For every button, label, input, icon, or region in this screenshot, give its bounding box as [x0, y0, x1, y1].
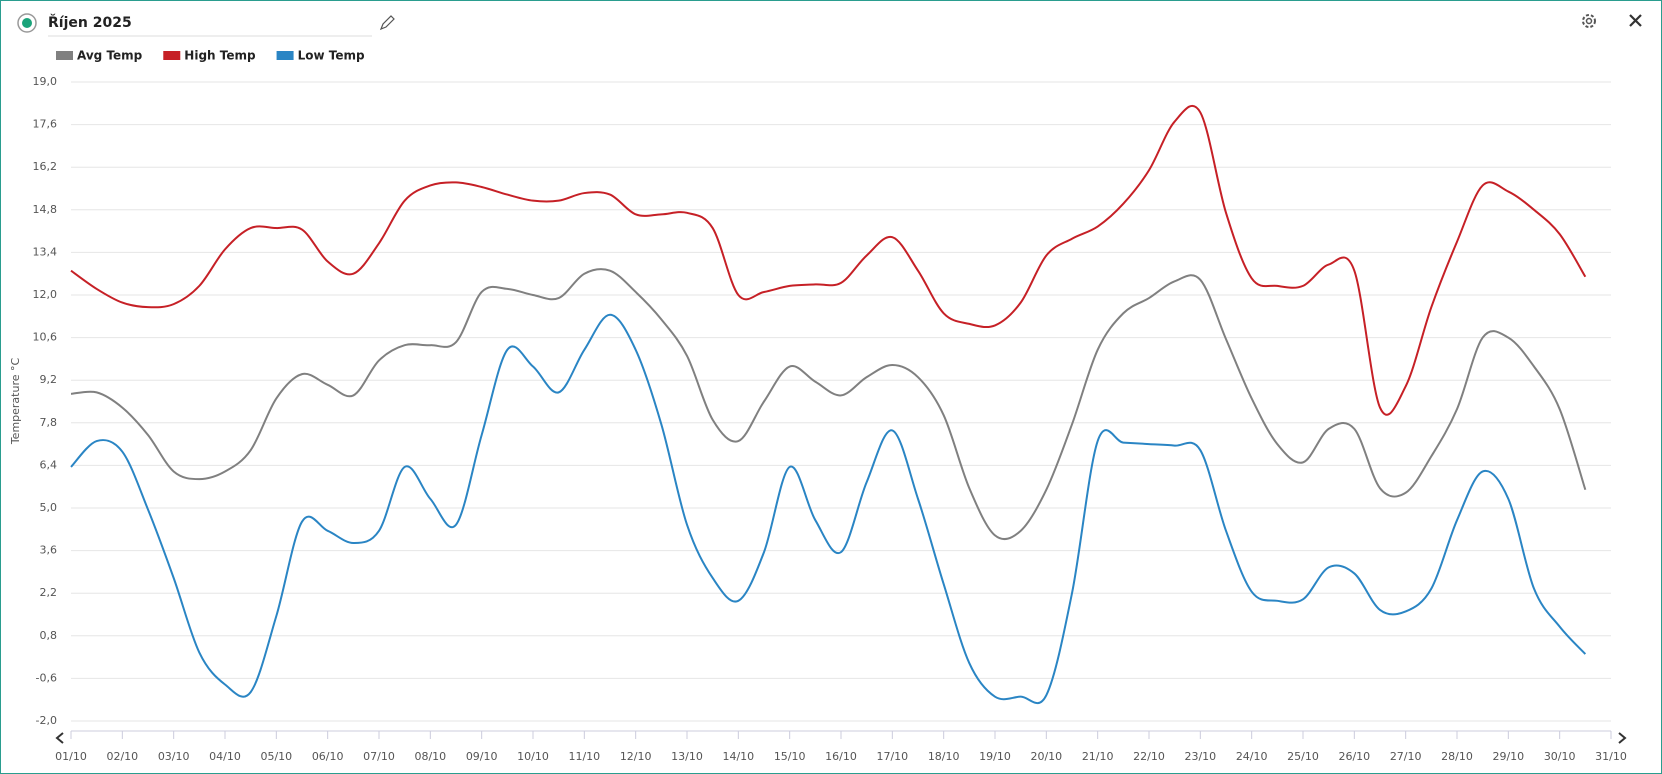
settings-icon[interactable]	[1582, 14, 1596, 28]
y-tick-label: 10,6	[33, 331, 58, 344]
y-tick-label: 6,4	[40, 458, 58, 471]
x-tick-label: 27/10	[1390, 750, 1422, 763]
x-tick-label: 05/10	[260, 750, 292, 763]
x-tick-label: 01/10	[55, 750, 87, 763]
x-tick-label: 09/10	[466, 750, 498, 763]
y-tick-label: 0,8	[40, 629, 58, 642]
series-line	[70, 268, 1587, 541]
x-tick-label: 19/10	[979, 750, 1011, 763]
y-tick-label: 19,0	[33, 75, 58, 88]
x-tick-label: 26/10	[1338, 750, 1370, 763]
legend-label: Low Temp	[298, 49, 365, 63]
x-tick-label: 12/10	[620, 750, 652, 763]
x-tick-label: 15/10	[774, 750, 806, 763]
chart-title: Říjen 2025	[48, 14, 132, 31]
y-tick-label: 9,2	[40, 373, 58, 386]
y-tick-label: -0,6	[36, 671, 57, 684]
y-tick-label: -2,0	[36, 714, 57, 727]
legend-swatch	[276, 51, 294, 60]
series-line	[70, 105, 1587, 416]
x-tick-label: 30/10	[1544, 750, 1576, 763]
y-axis-label: Temperature °C	[9, 358, 22, 446]
x-tick-label: 03/10	[158, 750, 190, 763]
x-tick-label: 17/10	[876, 750, 908, 763]
y-tick-label: 13,4	[33, 245, 58, 258]
y-tick-label: 17,6	[33, 118, 58, 131]
legend-swatch	[163, 51, 181, 60]
y-tick-label: 7,8	[40, 416, 58, 429]
x-tick-label: 29/10	[1492, 750, 1524, 763]
y-tick-label: 12,0	[33, 288, 58, 301]
x-tick-label: 11/10	[568, 750, 600, 763]
x-tick-label: 04/10	[209, 750, 241, 763]
x-tick-label: 24/10	[1236, 750, 1268, 763]
x-tick-label: 23/10	[1184, 750, 1216, 763]
y-tick-label: 14,8	[33, 203, 58, 216]
next-arrow[interactable]	[1618, 732, 1627, 744]
x-tick-label: 10/10	[517, 750, 549, 763]
x-tick-label: 07/10	[363, 750, 395, 763]
x-tick-label: 14/10	[722, 750, 754, 763]
y-tick-label: 2,2	[40, 586, 58, 599]
x-tick-label: 21/10	[1082, 750, 1114, 763]
y-tick-label: 3,6	[40, 544, 58, 557]
legend-label: Avg Temp	[77, 49, 143, 63]
x-tick-label: 25/10	[1287, 750, 1319, 763]
close-icon[interactable]	[1629, 14, 1642, 27]
x-tick-label: 08/10	[414, 750, 446, 763]
y-tick-label: 5,0	[40, 501, 58, 514]
x-tick-label: 18/10	[928, 750, 960, 763]
x-tick-label: 20/10	[1030, 750, 1062, 763]
legend-label: High Temp	[184, 49, 256, 63]
y-tick-label: 16,2	[33, 160, 58, 173]
x-tick-label: 22/10	[1133, 750, 1165, 763]
x-tick-label: 16/10	[825, 750, 857, 763]
legend-swatch	[56, 51, 73, 60]
status-dot	[22, 18, 32, 28]
x-tick-label: 02/10	[106, 750, 138, 763]
series-line	[70, 313, 1587, 705]
x-tick-label: 31/10	[1595, 750, 1627, 763]
prev-arrow[interactable]	[55, 732, 64, 744]
x-tick-label: 28/10	[1441, 750, 1473, 763]
x-tick-label: 13/10	[671, 750, 703, 763]
x-tick-label: 06/10	[312, 750, 344, 763]
edit-icon[interactable]	[379, 15, 395, 31]
